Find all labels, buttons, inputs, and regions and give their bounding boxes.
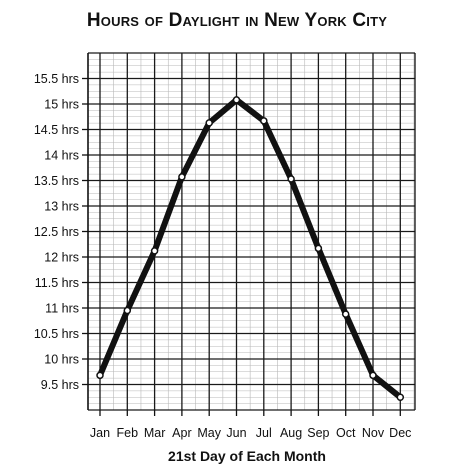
x-tick-label: Nov	[362, 426, 385, 440]
data-point	[150, 247, 159, 255]
y-tick-label: 12.5 hrs	[34, 225, 79, 239]
chart-title: Hours of Daylight in New York City	[86, 10, 388, 31]
x-tick-label: Jul	[256, 426, 272, 440]
x-tick-label: Sep	[307, 426, 329, 440]
data-point	[287, 175, 295, 183]
x-tick-label: Dec	[389, 426, 411, 440]
x-axis-ticks: Jan Feb Mar Apr May Jun Jul Aug Sep Oct Nov Dec	[90, 410, 411, 440]
data-point	[178, 173, 186, 181]
data-point	[96, 371, 104, 380]
x-tick-label: Jun	[226, 426, 246, 440]
y-tick-label: 11.5 hrs	[35, 276, 79, 290]
y-axis-ticks: 9.5 hrs 10 hrs 10.5 hrs 11 hrs 11.5 hrs 12 hr…	[34, 72, 88, 392]
x-tick-label: Jan	[90, 426, 110, 440]
data-point	[232, 96, 241, 104]
y-tick-label: 9.5 hrs	[41, 378, 79, 392]
y-tick-label: 10.5 hrs	[34, 327, 79, 341]
x-tick-label: Aug	[280, 426, 302, 440]
data-point	[396, 393, 405, 401]
x-tick-label: Feb	[117, 426, 139, 440]
y-tick-label: 14 hrs	[44, 149, 79, 163]
x-tick-label: May	[197, 426, 221, 440]
data-point	[123, 306, 132, 315]
x-tick-label: Mar	[144, 426, 166, 440]
data-point	[341, 310, 350, 318]
x-tick-label: Apr	[172, 426, 191, 440]
x-tick-label: Oct	[336, 426, 356, 440]
y-tick-label: 15 hrs	[44, 98, 79, 112]
y-tick-label: 15.5 hrs	[34, 72, 79, 86]
y-tick-label: 13.5 hrs	[34, 174, 79, 188]
major-grid	[87, 52, 416, 411]
y-tick-label: 11 hrs	[45, 302, 79, 316]
y-tick-label: 12 hrs	[44, 251, 79, 265]
y-tick-label: 10 hrs	[44, 353, 79, 367]
data-point	[260, 117, 268, 125]
x-axis-label: 21st Day of Each Month	[168, 448, 326, 464]
data-point	[314, 244, 323, 253]
y-tick-label: 14.5 hrs	[34, 123, 79, 137]
y-tick-label: 13 hrs	[44, 200, 79, 214]
series-line	[97, 96, 404, 401]
series-group	[96, 96, 405, 401]
data-point	[369, 371, 377, 380]
data-point	[205, 119, 213, 127]
